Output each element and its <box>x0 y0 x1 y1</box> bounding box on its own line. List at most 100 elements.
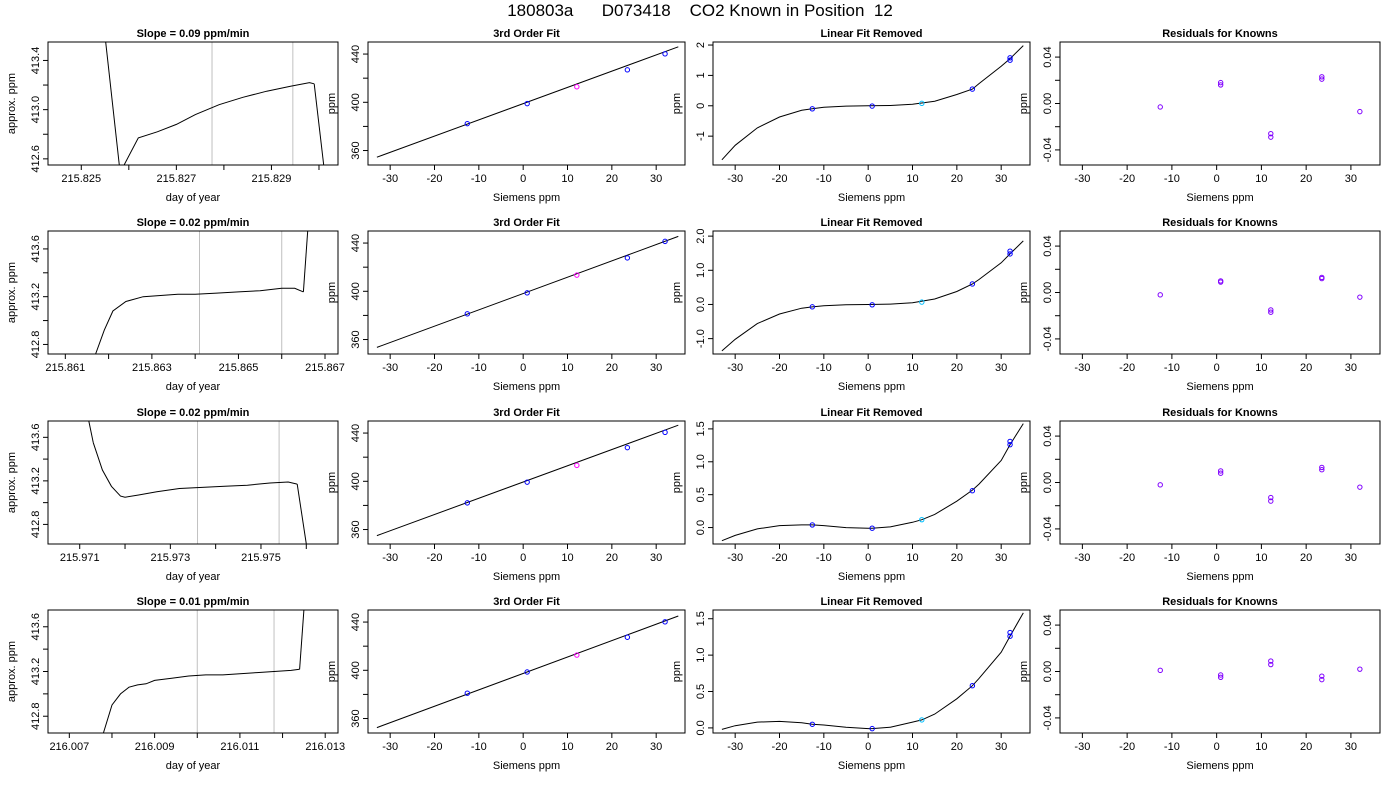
data-point <box>1268 134 1274 140</box>
data-point <box>1217 468 1224 474</box>
panel-title: Linear Fit Removed <box>820 596 922 608</box>
plot-frame <box>367 420 686 545</box>
data-point <box>1268 658 1274 664</box>
panel-3-1: Slope = 0.02 ppm/min 215.971 215.973 215.97… <box>6 407 339 583</box>
panel-2-4: Residuals for Knowns -30 -20 -10 0 10 20 30 Siem… <box>1018 217 1381 393</box>
x-tick-label: 0 <box>865 173 871 185</box>
trace-line <box>123 82 315 165</box>
x-tick-label: 30 <box>650 741 662 753</box>
x-tick-label: 10 <box>906 552 918 564</box>
data-point <box>574 84 580 90</box>
x-tick-label: 30 <box>1345 741 1357 753</box>
y-tick-label: 0.00 <box>1042 661 1054 682</box>
y-tick-label: 360 <box>350 520 362 538</box>
y-axis-label: ppm <box>1018 282 1030 303</box>
y-tick-label: 0.00 <box>1042 472 1054 493</box>
plot-frame <box>367 609 686 734</box>
y-tick-label: -0.04 <box>1042 137 1054 162</box>
y-axis-label: ppm <box>1018 661 1030 682</box>
x-tick-label: -30 <box>1074 741 1090 753</box>
x-tick-label: -30 <box>382 552 398 564</box>
x-tick-label: 20 <box>951 741 963 753</box>
y-tick-label: 1 <box>695 72 707 78</box>
data-point <box>624 634 631 640</box>
panel-title: Linear Fit Removed <box>820 28 922 40</box>
x-tick-label: -30 <box>727 362 743 374</box>
x-axis-label: Siemens ppm <box>838 760 905 772</box>
x-tick-label: -20 <box>1119 552 1135 564</box>
panel-3-2: 3rd Order Fit -30 -20 -10 0 10 20 30 Siemens ppm… <box>326 407 686 583</box>
data-point <box>919 100 925 107</box>
panel-3-3: Linear Fit Removed -30 -20 -10 0 10 20 30 Siemen… <box>671 407 1031 583</box>
data-layer <box>1157 274 1363 315</box>
data-layer <box>376 424 679 537</box>
panel-title: Linear Fit Removed <box>820 407 922 419</box>
data-point <box>524 290 530 296</box>
data-point <box>1268 494 1274 501</box>
x-axis-label: Siemens ppm <box>1186 192 1253 204</box>
x-tick-label: 10 <box>561 741 573 753</box>
y-tick-label: 412.6 <box>30 145 42 173</box>
panel-title: Linear Fit Removed <box>820 217 922 229</box>
plot-frame <box>1059 420 1381 545</box>
fit-line <box>376 46 679 158</box>
x-tick-label: 215.865 <box>219 362 259 374</box>
x-tick-label: -20 <box>427 173 443 185</box>
x-tick-label: 216.007 <box>49 741 89 753</box>
x-tick-label: 30 <box>1345 173 1357 185</box>
x-tick-label: -20 <box>1119 741 1135 753</box>
plot-frame <box>1059 41 1381 166</box>
data-point <box>1319 76 1325 82</box>
x-tick-label: -30 <box>1074 173 1090 185</box>
trace-line-start <box>105 42 120 165</box>
data-point <box>1007 629 1013 636</box>
y-tick-label: -1 <box>695 131 707 141</box>
x-axis-label: Siemens ppm <box>493 192 560 204</box>
data-point <box>969 488 976 494</box>
data-point <box>1268 498 1274 504</box>
x-tick-label: 0 <box>520 552 526 564</box>
y-tick-label: 413.6 <box>30 613 42 641</box>
x-tick-label: 0 <box>520 173 526 185</box>
y-axis-label: approx. ppm <box>6 73 18 134</box>
x-axis-label: Siemens ppm <box>1186 381 1253 393</box>
y-tick-label: 0.04 <box>1042 46 1054 67</box>
y-tick-label: 1.5 <box>695 611 707 626</box>
trace-line-start <box>88 421 94 443</box>
x-axis-label: Siemens ppm <box>838 192 905 204</box>
x-tick-label: 0 <box>1214 552 1220 564</box>
panel-title: Residuals for Knowns <box>1162 217 1278 229</box>
x-tick-label: -30 <box>727 741 743 753</box>
panel-title: Slope = 0.09 ppm/min <box>137 28 250 40</box>
panel-title: 3rd Order Fit <box>493 28 560 40</box>
x-tick-label: 215.861 <box>45 362 85 374</box>
x-tick-label: 30 <box>1345 362 1357 374</box>
data-layer <box>376 615 679 729</box>
y-axis-label: ppm <box>671 282 683 303</box>
panel-title: Residuals for Knowns <box>1162 596 1278 608</box>
data-point <box>662 619 668 625</box>
x-tick-label: 0 <box>1214 173 1220 185</box>
data-point <box>524 479 530 485</box>
data-point <box>809 522 816 528</box>
x-tick-label: 30 <box>995 741 1007 753</box>
x-tick-label: 10 <box>561 173 573 185</box>
fit-line <box>376 235 679 348</box>
y-tick-label: 413.0 <box>30 96 42 124</box>
data-point <box>1217 278 1224 284</box>
plot-frame <box>47 420 339 545</box>
y-tick-label: 1.0 <box>695 454 707 469</box>
data-layer <box>1157 658 1363 683</box>
data-point <box>574 462 580 469</box>
x-tick-label: 30 <box>995 362 1007 374</box>
x-tick-label: -30 <box>727 173 743 185</box>
plot-frame <box>47 609 339 734</box>
panel-4-2: 3rd Order Fit -30 -20 -10 0 10 20 30 Siemens ppm… <box>326 596 686 772</box>
panel-title: Slope = 0.02 ppm/min <box>137 217 250 229</box>
x-tick-label: 215.973 <box>150 552 190 564</box>
y-tick-label: 413.2 <box>30 283 42 311</box>
y-tick-label: 400 <box>350 93 362 111</box>
x-tick-label: -10 <box>816 362 832 374</box>
x-axis-label: day of year <box>166 192 221 204</box>
